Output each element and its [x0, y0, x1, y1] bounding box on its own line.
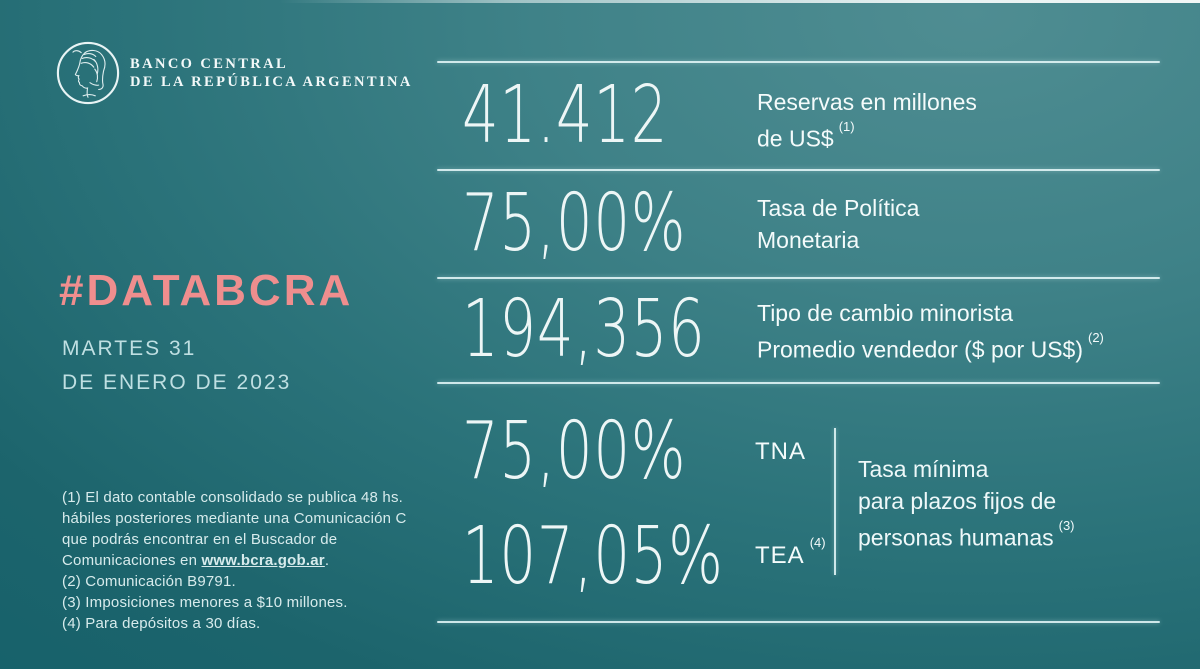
min-rate-description: Tasa mínima para plazos fijos de persona… — [858, 453, 1075, 554]
top-edge-highlight — [280, 0, 1200, 3]
brand-name-line1: BANCO CENTRAL — [130, 55, 289, 72]
brand-header: BANCO CENTRAL DE LA REPÚBLICA ARGENTINA — [55, 39, 413, 107]
policy-rate-label: Tasa de Política Monetaria — [757, 192, 919, 256]
divider-line-4 — [437, 382, 1160, 384]
date-line2: DE ENERO DE 2023 — [62, 371, 292, 394]
rates-vertical-divider — [834, 428, 836, 575]
publication-date: MARTES 31 DE ENERO DE 2023 — [62, 332, 291, 400]
exchange-rate-value: 194,356 — [462, 283, 706, 375]
divider-line-3 — [437, 277, 1160, 279]
footnote-1-line2: hábiles posteriores mediante una Comunic… — [62, 510, 407, 527]
hashtag-title: #DATABCRA — [59, 266, 354, 315]
footnote-1-link-suffix: . — [324, 552, 330, 569]
footnote-2: (2) Comunicación B9791. — [62, 573, 236, 590]
tna-value: 75,00% — [462, 405, 687, 497]
brand-name: BANCO CENTRAL DE LA REPÚBLICA ARGENTINA — [130, 55, 413, 92]
footnote-1-line1: (1) El dato contable consolidado se publ… — [62, 489, 404, 506]
bcra-website-link[interactable]: www.bcra.gob.ar — [201, 552, 325, 569]
tea-value: 107,05% — [462, 510, 724, 602]
policy-rate-label-line1: Tasa de Política — [757, 195, 920, 221]
footnote-ref-4: (4) — [809, 535, 826, 550]
footnotes: (1) El dato contable consolidado se publ… — [62, 487, 407, 634]
reserves-label: Reservas en millones de US$ (1) — [757, 86, 977, 155]
reserves-label-line2: de US$ — [757, 125, 834, 152]
footnote-ref-3: (3) — [1058, 518, 1075, 533]
brand-name-line2: DE LA REPÚBLICA ARGENTINA — [130, 74, 413, 90]
min-rate-desc-line3: personas humanas — [858, 524, 1054, 551]
bcra-liberty-head-logo-icon — [55, 39, 121, 107]
footnote-1-line4: Comunicaciones en www.bcra.gob.ar. — [62, 550, 407, 571]
footnote-1-line3: que podrás encontrar en el Buscador de — [62, 531, 338, 548]
policy-rate-label-line2: Monetaria — [757, 227, 860, 253]
reserves-label-line1: Reservas en millones — [757, 89, 977, 115]
reserves-value: 41.412 — [462, 69, 669, 161]
footnote-4: (4) Para depósitos a 30 días. — [62, 615, 261, 632]
footnote-1-link-prefix: Comunicaciones en — [62, 552, 202, 569]
exchange-rate-label: Tipo de cambio minorista Promedio vended… — [757, 297, 1104, 366]
divider-line-top — [437, 61, 1160, 63]
footnote-ref-2: (2) — [1088, 330, 1104, 345]
tea-label-text: TEA — [755, 542, 805, 569]
exchange-rate-label-line2: Promedio vendedor ($ por US$) — [757, 336, 1083, 363]
tea-label: TEA (4) — [755, 535, 826, 570]
divider-line-2 — [437, 169, 1160, 171]
min-rate-desc-line2: para plazos fijos de — [858, 488, 1057, 514]
date-line1: MARTES 31 — [62, 337, 197, 360]
exchange-rate-label-line1: Tipo de cambio minorista — [757, 300, 1014, 326]
divider-line-bottom — [437, 621, 1160, 623]
footnote-3: (3) Imposiciones menores a $10 millones. — [62, 594, 348, 611]
footnote-ref-1: (1) — [838, 119, 855, 134]
tna-label: TNA — [755, 438, 806, 465]
policy-rate-value: 75,00% — [462, 177, 687, 269]
min-rate-desc-line1: Tasa mínima — [858, 456, 989, 482]
